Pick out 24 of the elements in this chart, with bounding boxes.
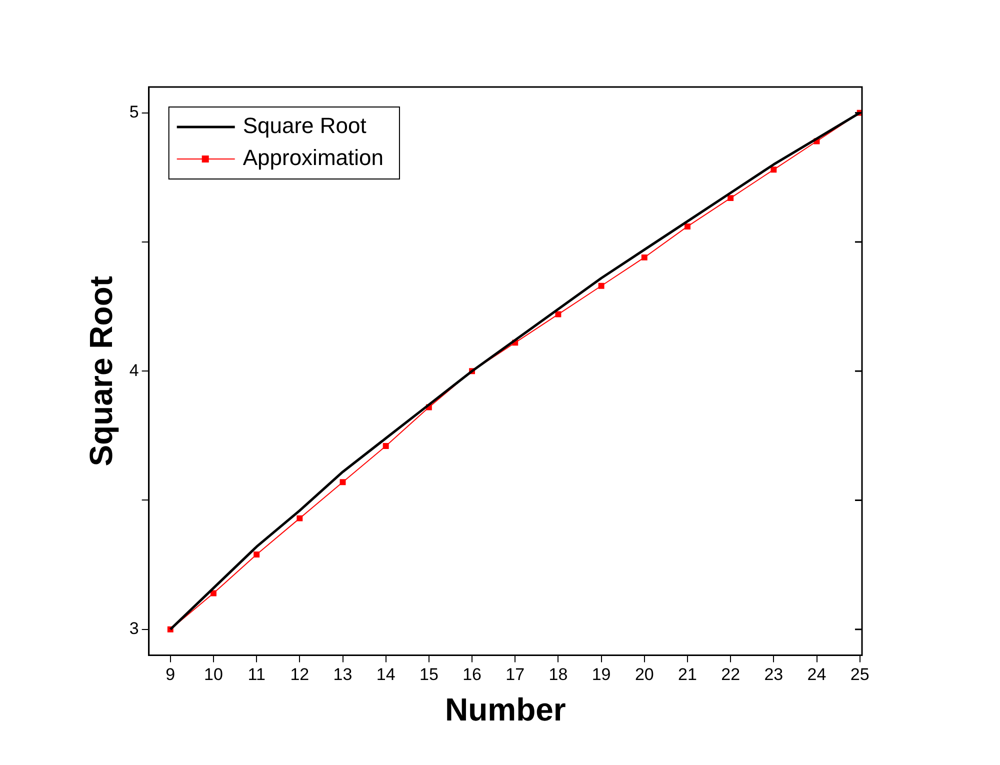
y-tick-label: 5 [129,102,139,122]
x-tick-label: 24 [807,665,826,684]
x-tick-label: 20 [634,665,654,684]
x-tick-label: 25 [850,665,870,684]
x-tick-label: 10 [204,665,223,684]
x-tick-label: 14 [376,665,396,684]
x-tick-label: 18 [548,665,568,684]
y-tick-label: 4 [129,360,139,380]
x-tick-label: 23 [764,665,784,684]
y-axis-title: Square Root [83,276,120,466]
x-tick-label: 15 [419,665,438,684]
x-tick-label: 17 [506,665,525,684]
x-tick-label: 13 [333,665,352,684]
legend-label: Approximation [242,145,384,170]
legend-label: Square Root [242,113,366,138]
x-tick-label: 22 [721,665,740,684]
x-tick-label: 19 [592,665,611,684]
x-tick-label: 16 [462,665,482,684]
x-tick-label: 9 [166,665,176,684]
x-axis-title: Number [444,692,566,728]
x-tick-label: 11 [248,665,266,684]
x-tick-label: 12 [290,665,310,684]
y-tick-label: 3 [129,619,139,638]
x-tick-label: 21 [678,665,697,684]
